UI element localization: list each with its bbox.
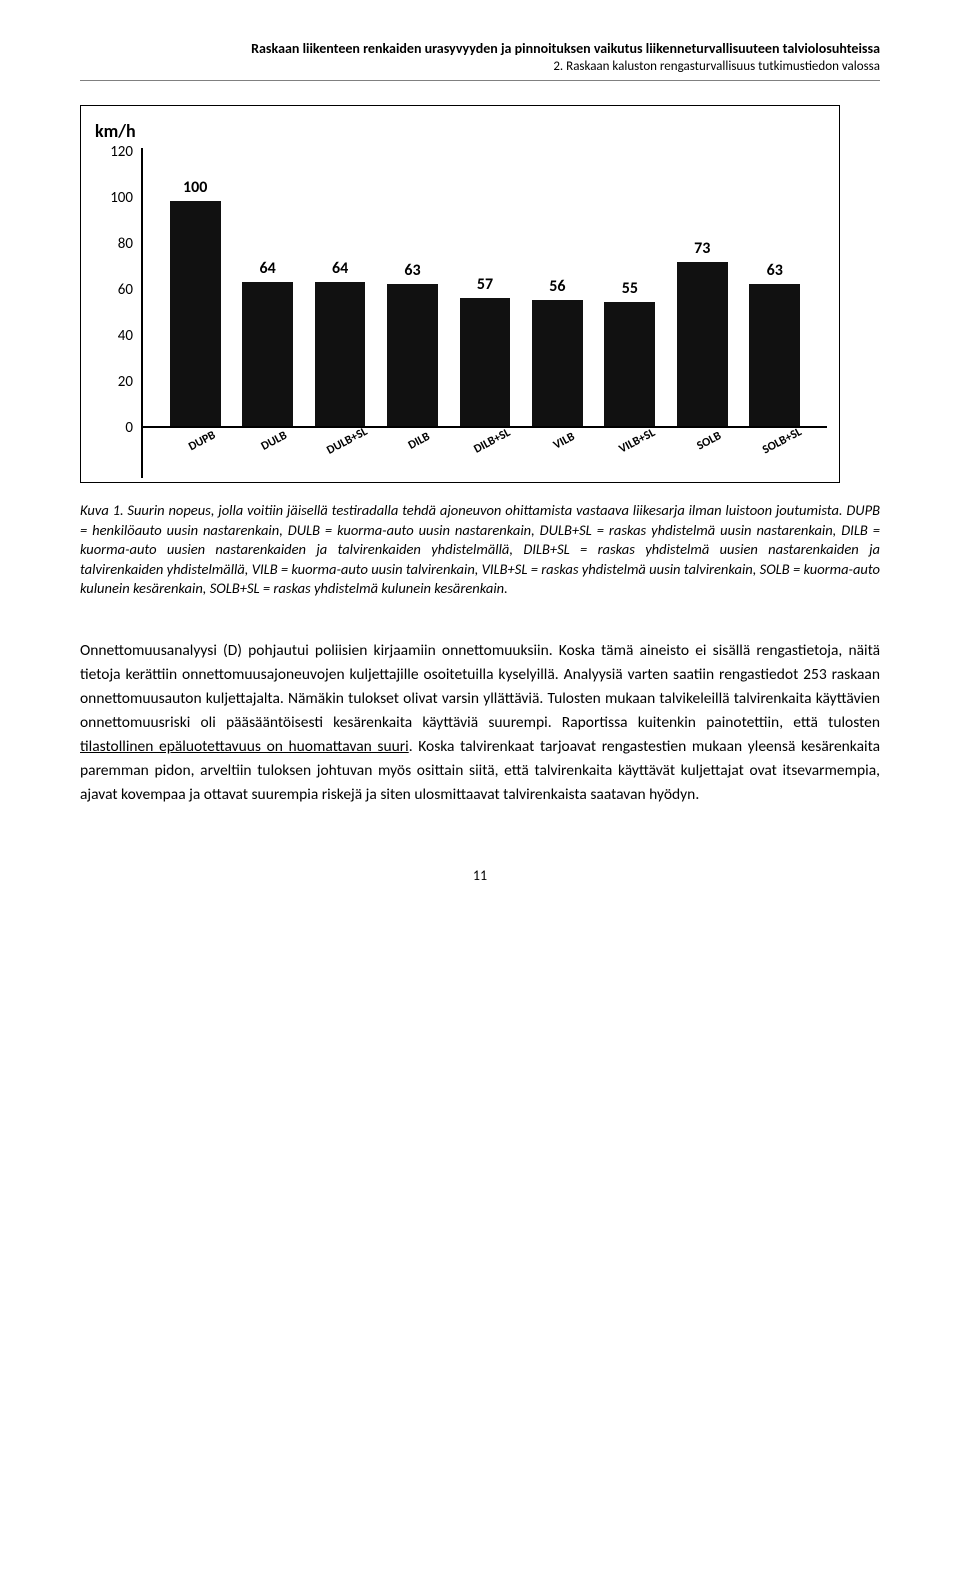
body-before-underline: Onnettomuusanalyysi (D) pohjautui poliis… bbox=[80, 641, 880, 732]
bar bbox=[604, 302, 655, 426]
chart-x-axis-labels: DUPBDULBDULB+SLDILBDILB+SLVILBVILB+SLSOL… bbox=[143, 428, 827, 478]
bar-slot: 63 bbox=[739, 156, 811, 426]
bar-value-label: 64 bbox=[304, 259, 376, 278]
chart-bars-container: 1006464635756557363 bbox=[143, 156, 827, 428]
running-head-subtitle: 2. Raskaan kaluston rengasturvallisuus t… bbox=[80, 59, 880, 74]
bar-slot: 57 bbox=[449, 156, 521, 426]
bar-slot: 73 bbox=[666, 156, 738, 426]
bar bbox=[387, 284, 438, 426]
figure-1-chart: km/h 120100806040200 1006464635756557363… bbox=[80, 105, 840, 483]
bar bbox=[170, 201, 221, 426]
bar bbox=[532, 300, 583, 426]
bar-slot: 63 bbox=[376, 156, 448, 426]
bar-value-label: 63 bbox=[739, 261, 811, 280]
caption-lead: Kuva 1. bbox=[80, 501, 124, 519]
bar-slot: 56 bbox=[521, 156, 593, 426]
bar bbox=[242, 282, 293, 426]
bar bbox=[315, 282, 366, 426]
page-number: 11 bbox=[80, 867, 880, 884]
bar-slot: 64 bbox=[231, 156, 303, 426]
body-underlined: tilastollinen epäluotettavuus on huomatt… bbox=[80, 737, 409, 756]
chart-area: 120100806040200 1006464635756557363 DUPB… bbox=[93, 148, 827, 478]
bar-value-label: 63 bbox=[376, 261, 448, 280]
chart-y-axis-ticks: 120100806040200 bbox=[93, 148, 133, 478]
bar bbox=[460, 298, 511, 426]
chart-y-axis-label: km/h bbox=[95, 120, 827, 142]
bar-slot: 100 bbox=[159, 156, 231, 426]
bar-value-label: 64 bbox=[231, 259, 303, 278]
bar-slot: 64 bbox=[304, 156, 376, 426]
chart-plot-wrap: 1006464635756557363 DUPBDULBDULB+SLDILBD… bbox=[141, 148, 827, 478]
bar bbox=[749, 284, 800, 426]
bar bbox=[677, 262, 728, 426]
bar-value-label: 56 bbox=[521, 277, 593, 296]
page-header: Raskaan liikenteen renkaiden urasyvyyden… bbox=[80, 40, 880, 81]
bar-value-label: 100 bbox=[159, 178, 231, 197]
analysis-paragraph: Onnettomuusanalyysi (D) pohjautui poliis… bbox=[80, 639, 880, 807]
bar-value-label: 55 bbox=[594, 279, 666, 298]
caption-line1: Suurin nopeus, jolla voitiin jäisellä te… bbox=[124, 501, 843, 519]
bar-value-label: 73 bbox=[666, 239, 738, 258]
bar-slot: 55 bbox=[594, 156, 666, 426]
figure-1-caption: Kuva 1. Suurin nopeus, jolla voitiin jäi… bbox=[80, 501, 880, 599]
running-head-title: Raskaan liikenteen renkaiden urasyvyyden… bbox=[80, 40, 880, 57]
bar-value-label: 57 bbox=[449, 275, 521, 294]
